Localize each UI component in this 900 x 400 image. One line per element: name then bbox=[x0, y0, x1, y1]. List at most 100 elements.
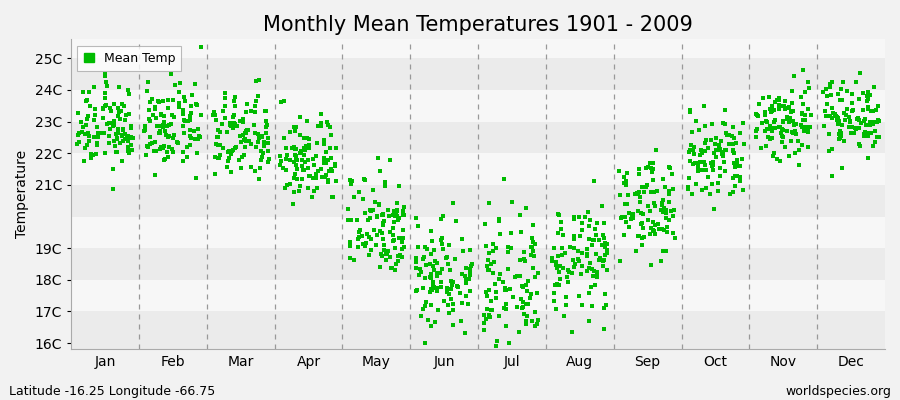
Point bbox=[575, 227, 590, 234]
Point bbox=[493, 270, 508, 277]
Point bbox=[645, 219, 660, 225]
Point bbox=[97, 102, 112, 109]
Point bbox=[454, 318, 468, 324]
Point bbox=[440, 254, 454, 260]
Point bbox=[139, 127, 153, 134]
Point bbox=[221, 158, 236, 164]
Point bbox=[690, 168, 705, 175]
Point bbox=[389, 261, 403, 267]
Point bbox=[396, 226, 410, 233]
Point bbox=[769, 99, 783, 105]
Point bbox=[244, 141, 258, 147]
Point bbox=[846, 106, 860, 113]
Point bbox=[544, 255, 559, 262]
Point bbox=[119, 112, 133, 118]
Point bbox=[706, 150, 721, 156]
Point bbox=[763, 136, 778, 142]
Point bbox=[91, 130, 105, 136]
Point bbox=[299, 142, 313, 149]
Point bbox=[79, 97, 94, 103]
Point bbox=[126, 135, 140, 142]
Point bbox=[722, 132, 736, 138]
Point bbox=[321, 168, 336, 174]
Point bbox=[427, 284, 441, 291]
Point bbox=[756, 95, 770, 102]
Point bbox=[639, 165, 653, 172]
Point bbox=[824, 84, 838, 90]
Point bbox=[160, 122, 175, 129]
Point bbox=[161, 133, 176, 139]
Point bbox=[372, 202, 386, 208]
Point bbox=[861, 96, 876, 102]
Point bbox=[110, 149, 124, 156]
Point bbox=[561, 274, 575, 280]
Point bbox=[825, 110, 840, 116]
Point bbox=[850, 126, 864, 132]
Point bbox=[151, 98, 166, 104]
Point bbox=[632, 171, 646, 178]
Point bbox=[856, 107, 870, 113]
Point bbox=[273, 153, 287, 160]
Point bbox=[223, 123, 238, 129]
Point bbox=[148, 139, 162, 146]
Point bbox=[858, 116, 872, 122]
Point bbox=[324, 168, 338, 174]
Point bbox=[313, 111, 328, 117]
Point bbox=[79, 122, 94, 128]
Point bbox=[166, 113, 181, 120]
Point bbox=[292, 183, 307, 189]
Point bbox=[515, 305, 529, 312]
Point bbox=[77, 144, 92, 151]
Point bbox=[773, 130, 788, 136]
Point bbox=[554, 252, 569, 259]
Point bbox=[84, 155, 98, 161]
Point bbox=[526, 238, 541, 245]
Point bbox=[667, 207, 681, 214]
Point bbox=[211, 127, 225, 133]
Point bbox=[597, 234, 611, 241]
Bar bbox=[71, 216, 885, 248]
Point bbox=[730, 160, 744, 166]
Point bbox=[238, 130, 252, 136]
Point bbox=[341, 206, 356, 212]
Point bbox=[280, 182, 294, 188]
Point bbox=[409, 288, 423, 294]
Point bbox=[84, 151, 98, 158]
Point bbox=[194, 44, 208, 50]
Point bbox=[394, 239, 409, 245]
Point bbox=[190, 102, 204, 108]
Point bbox=[120, 133, 134, 140]
Point bbox=[622, 223, 636, 230]
Y-axis label: Temperature: Temperature bbox=[15, 150, 29, 238]
Point bbox=[90, 140, 104, 146]
Point bbox=[427, 246, 441, 253]
Point bbox=[96, 106, 111, 112]
Point bbox=[258, 108, 273, 114]
Point bbox=[516, 304, 530, 310]
Point bbox=[431, 306, 446, 313]
Point bbox=[449, 282, 464, 289]
Point bbox=[663, 208, 678, 215]
Point bbox=[851, 116, 866, 123]
Point bbox=[659, 215, 673, 222]
Point bbox=[423, 261, 437, 267]
Point bbox=[436, 246, 451, 252]
Point bbox=[621, 192, 635, 198]
Point bbox=[771, 124, 786, 131]
Point bbox=[148, 106, 162, 112]
Point bbox=[518, 300, 533, 307]
Point bbox=[148, 171, 162, 178]
Point bbox=[70, 141, 85, 147]
Point bbox=[459, 280, 473, 286]
Point bbox=[328, 145, 343, 151]
Point bbox=[237, 152, 251, 158]
Point bbox=[343, 177, 357, 183]
Point bbox=[248, 167, 262, 174]
Point bbox=[159, 132, 174, 138]
Point bbox=[498, 287, 512, 293]
Point bbox=[386, 237, 400, 244]
Point bbox=[590, 271, 604, 278]
Point bbox=[556, 265, 571, 271]
Point bbox=[115, 127, 130, 134]
Point bbox=[597, 305, 611, 311]
